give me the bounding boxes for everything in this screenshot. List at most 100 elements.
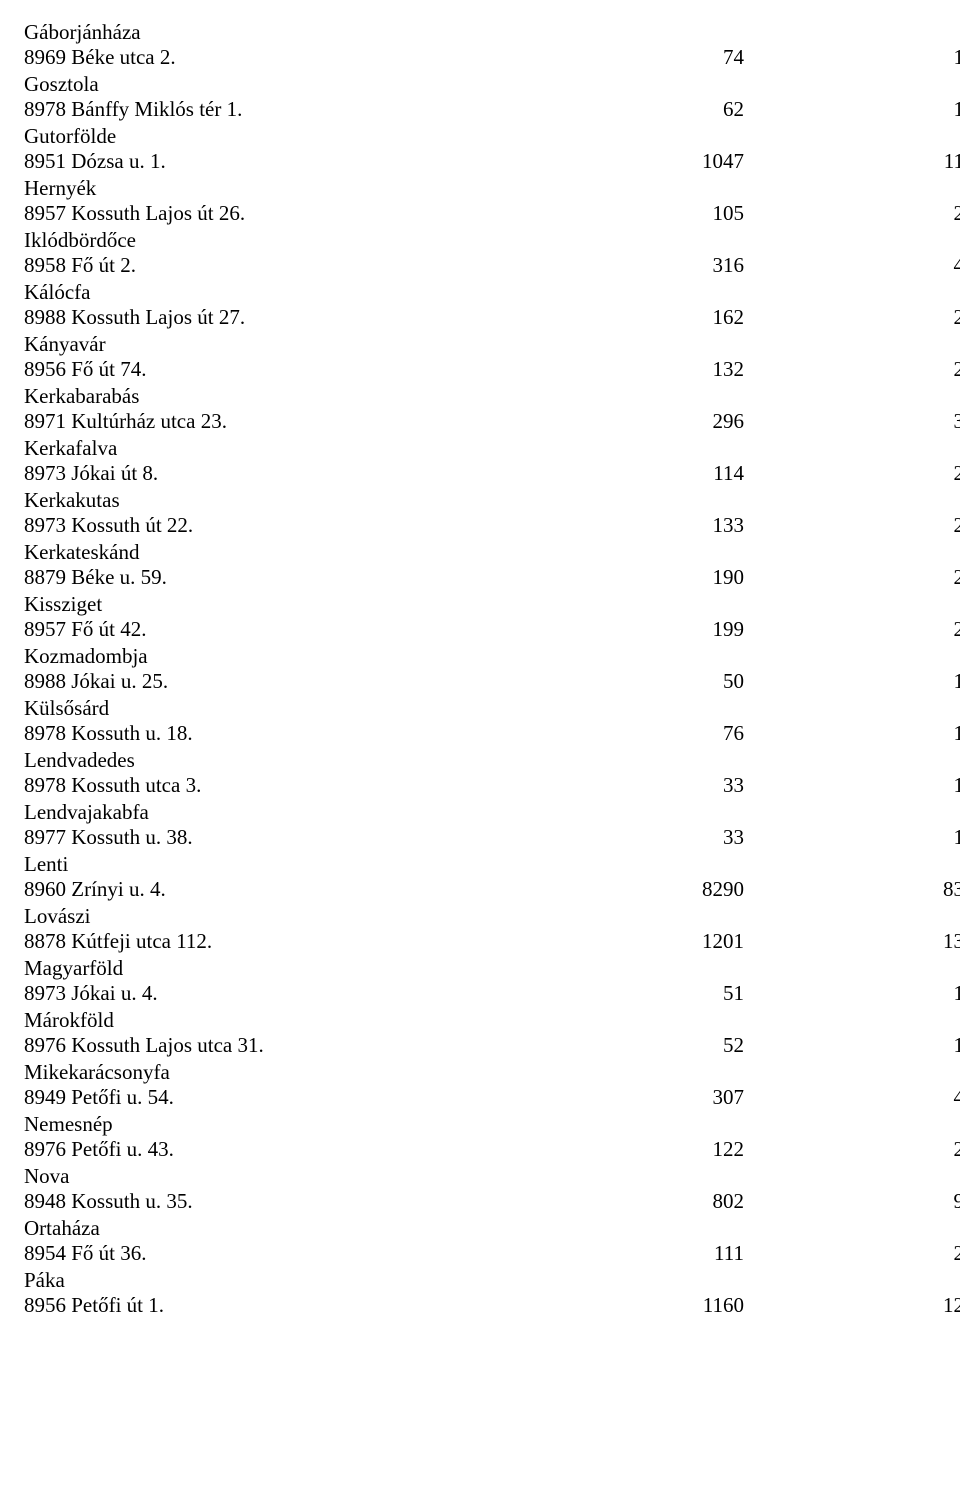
value-col-2: 13	[784, 929, 960, 954]
address-list: Gáborjánháza8969 Béke utca 2.741Gosztola…	[24, 20, 936, 1318]
value-col-2: 2	[784, 201, 960, 226]
value-col-1: 62	[564, 97, 784, 122]
value-col-2: 2	[784, 305, 960, 330]
entry-row: 8878 Kútfeji utca 112.120113	[24, 929, 936, 954]
entry-row: 8958 Fő út 2.3164	[24, 253, 936, 278]
value-col-1: 1047	[564, 149, 784, 174]
address: 8957 Fő út 42.	[24, 617, 564, 642]
entry-row: 8960 Zrínyi u. 4.829083	[24, 877, 936, 902]
entry-row: 8956 Fő út 74.1322	[24, 357, 936, 382]
value-col-1: 802	[564, 1189, 784, 1214]
entry: Iklódbördőce8958 Fő út 2.3164	[24, 228, 936, 278]
town-name: Márokföld	[24, 1008, 936, 1033]
value-col-2: 1	[784, 825, 960, 850]
entry-row: 8957 Kossuth Lajos út 26.1052	[24, 201, 936, 226]
address: 8976 Kossuth Lajos utca 31.	[24, 1033, 564, 1058]
town-name: Gosztola	[24, 72, 936, 97]
entry-row: 8973 Jókai u. 4.511	[24, 981, 936, 1006]
address: 8948 Kossuth u. 35.	[24, 1189, 564, 1214]
address: 8978 Kossuth utca 3.	[24, 773, 564, 798]
town-name: Nemesnép	[24, 1112, 936, 1137]
town-name: Kerkabarabás	[24, 384, 936, 409]
value-col-2: 9	[784, 1189, 960, 1214]
entry-row: 8954 Fő út 36.1112	[24, 1241, 936, 1266]
entry: Kozmadombja8988 Jókai u. 25.501	[24, 644, 936, 694]
value-col-2: 2	[784, 357, 960, 382]
address: 8956 Fő út 74.	[24, 357, 564, 382]
value-col-2: 3	[784, 409, 960, 434]
value-col-2: 1	[784, 721, 960, 746]
address: 8971 Kultúrház utca 23.	[24, 409, 564, 434]
value-col-2: 1	[784, 1033, 960, 1058]
town-name: Ortaháza	[24, 1216, 936, 1241]
entry: Magyarföld8973 Jókai u. 4.511	[24, 956, 936, 1006]
entry-row: 8988 Jókai u. 25.501	[24, 669, 936, 694]
entry-row: 8988 Kossuth Lajos út 27.1622	[24, 305, 936, 330]
address: 8878 Kútfeji utca 112.	[24, 929, 564, 954]
entry: Gáborjánháza8969 Béke utca 2.741	[24, 20, 936, 70]
address: 8949 Petőfi u. 54.	[24, 1085, 564, 1110]
entry-row: 8969 Béke utca 2.741	[24, 45, 936, 70]
value-col-1: 111	[564, 1241, 784, 1266]
address: 8973 Jókai út 8.	[24, 461, 564, 486]
entry: Nemesnép8976 Petőfi u. 43.1222	[24, 1112, 936, 1162]
entry-row: 8976 Petőfi u. 43.1222	[24, 1137, 936, 1162]
town-name: Gutorfölde	[24, 124, 936, 149]
value-col-2: 2	[784, 1137, 960, 1162]
town-name: Nova	[24, 1164, 936, 1189]
value-col-1: 50	[564, 669, 784, 694]
value-col-1: 133	[564, 513, 784, 538]
address: 8973 Kossuth út 22.	[24, 513, 564, 538]
value-col-1: 1160	[564, 1293, 784, 1318]
value-col-1: 33	[564, 773, 784, 798]
entry: Kányavár8956 Fő út 74.1322	[24, 332, 936, 382]
town-name: Lenti	[24, 852, 936, 877]
entry: Kerkakutas8973 Kossuth út 22.1332	[24, 488, 936, 538]
value-col-1: 74	[564, 45, 784, 70]
value-col-1: 307	[564, 1085, 784, 1110]
value-col-1: 76	[564, 721, 784, 746]
address: 8954 Fő út 36.	[24, 1241, 564, 1266]
town-name: Kissziget	[24, 592, 936, 617]
value-col-2: 1	[784, 981, 960, 1006]
town-name: Hernyék	[24, 176, 936, 201]
value-col-1: 296	[564, 409, 784, 434]
address: 8879 Béke u. 59.	[24, 565, 564, 590]
address: 8988 Kossuth Lajos út 27.	[24, 305, 564, 330]
entry-row: 8949 Petőfi u. 54.3074	[24, 1085, 936, 1110]
entry: Páka8956 Petőfi út 1.116012	[24, 1268, 936, 1318]
value-col-1: 122	[564, 1137, 784, 1162]
entry: Márokföld8976 Kossuth Lajos utca 31.521	[24, 1008, 936, 1058]
entry-row: 8971 Kultúrház utca 23.2963	[24, 409, 936, 434]
entry-row: 8978 Kossuth u. 18.761	[24, 721, 936, 746]
entry: Lendvadedes8978 Kossuth utca 3.331	[24, 748, 936, 798]
value-col-1: 199	[564, 617, 784, 642]
value-col-2: 1	[784, 773, 960, 798]
value-col-2: 12	[784, 1293, 960, 1318]
value-col-1: 33	[564, 825, 784, 850]
value-col-1: 1201	[564, 929, 784, 954]
address: 8978 Kossuth u. 18.	[24, 721, 564, 746]
entry-row: 8978 Bánffy Miklós tér 1.621	[24, 97, 936, 122]
address: 8951 Dózsa u. 1.	[24, 149, 564, 174]
entry-row: 8957 Fő út 42.1992	[24, 617, 936, 642]
address: 8973 Jókai u. 4.	[24, 981, 564, 1006]
value-col-1: 190	[564, 565, 784, 590]
town-name: Kerkateskánd	[24, 540, 936, 565]
address: 8960 Zrínyi u. 4.	[24, 877, 564, 902]
entry: Gutorfölde8951 Dózsa u. 1.104711	[24, 124, 936, 174]
value-col-2: 2	[784, 461, 960, 486]
value-col-2: 1	[784, 45, 960, 70]
town-name: Gáborjánháza	[24, 20, 936, 45]
value-col-1: 105	[564, 201, 784, 226]
address: 8957 Kossuth Lajos út 26.	[24, 201, 564, 226]
entry-row: 8978 Kossuth utca 3.331	[24, 773, 936, 798]
entry: Nova8948 Kossuth u. 35.8029	[24, 1164, 936, 1214]
address: 8976 Petőfi u. 43.	[24, 1137, 564, 1162]
town-name: Kálócfa	[24, 280, 936, 305]
value-col-1: 51	[564, 981, 784, 1006]
entry-row: 8973 Jókai út 8.1142	[24, 461, 936, 486]
value-col-1: 162	[564, 305, 784, 330]
town-name: Magyarföld	[24, 956, 936, 981]
entry-row: 8951 Dózsa u. 1.104711	[24, 149, 936, 174]
